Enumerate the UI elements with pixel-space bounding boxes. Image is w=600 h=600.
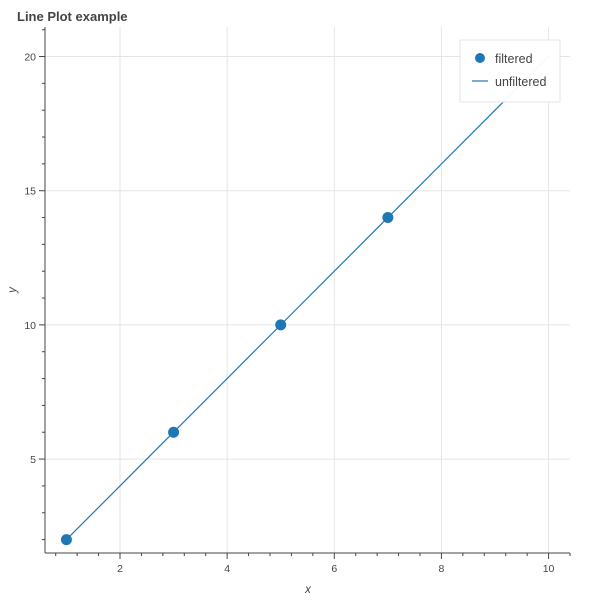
data-point-filtered <box>382 212 394 224</box>
y-tick-label: 10 <box>24 320 36 332</box>
legend-box <box>459 39 561 103</box>
data-point-filtered <box>168 426 180 438</box>
x-tick-label: 2 <box>117 563 123 575</box>
series-line-unfiltered <box>66 56 549 541</box>
x-tick-label: 8 <box>439 563 445 575</box>
series-group <box>60 56 549 546</box>
data-point-filtered <box>275 319 287 331</box>
legend-label-unfiltered: unfiltered <box>495 75 546 89</box>
legend: filtered unfiltered <box>459 39 561 103</box>
x-tick-label: 4 <box>224 563 230 575</box>
grid <box>45 27 570 553</box>
legend-marker-filtered <box>475 53 485 63</box>
plot-area <box>45 27 570 553</box>
legend-label-filtered: filtered <box>495 52 533 66</box>
chart-title: Line Plot example <box>17 9 128 24</box>
axes <box>44 27 570 554</box>
y-tick-label: 15 <box>24 186 36 198</box>
ticks: 2 4 6 8 10 5 10 15 20 <box>24 29 571 575</box>
x-tick-label: 10 <box>543 563 555 575</box>
series-layer <box>60 56 549 546</box>
y-axis-label: y <box>7 286 19 294</box>
x-axis-label: x <box>304 584 312 596</box>
y-tick-label: 20 <box>24 52 36 64</box>
data-point-filtered <box>60 534 72 546</box>
y-tick-label: 5 <box>30 454 36 466</box>
x-tick-label: 6 <box>331 563 337 575</box>
